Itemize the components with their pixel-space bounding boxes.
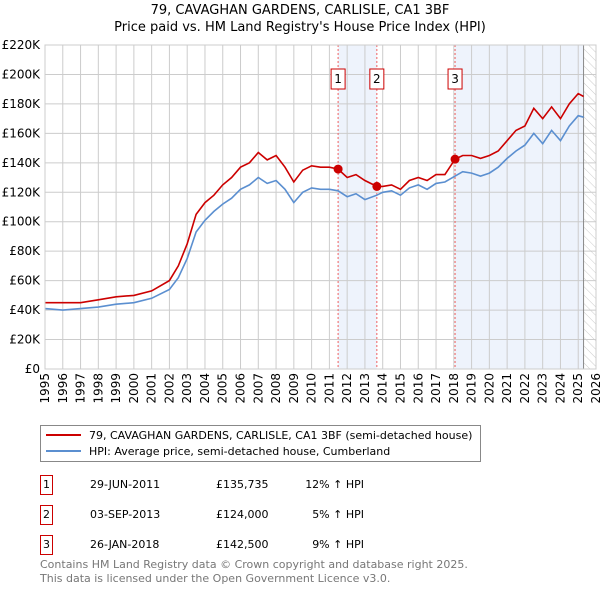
x-tick-label: 2020	[482, 373, 496, 404]
sale-marker-box	[447, 68, 463, 90]
x-tick-label: 2007	[251, 373, 265, 404]
x-tick-label: 2010	[305, 373, 319, 404]
sale-marker-box	[330, 68, 346, 90]
x-tick-label: 2017	[429, 373, 443, 404]
y-tick-label: £200K	[2, 67, 42, 81]
plot-area: £0 £20K £40K £60K £80K £100K £120K £140K £160K £1…	[2, 38, 600, 404]
x-tick-label: 1998	[91, 373, 105, 404]
sale-point	[372, 181, 382, 191]
sale-number-badge: 3	[40, 535, 53, 555]
sale-price: £142,500	[216, 538, 269, 551]
x-tick-label: 2013	[358, 373, 372, 404]
sale-date: 26-JAN-2018	[90, 538, 160, 551]
x-tick-label: 2025	[571, 373, 585, 404]
y-tick-label: £20K	[9, 333, 41, 347]
x-tick-label: 1999	[109, 373, 123, 404]
sale-point	[450, 154, 460, 164]
x-tick-label: 2021	[500, 373, 514, 404]
sale-marker-label: 1	[334, 72, 342, 86]
property-price-line	[45, 92, 584, 304]
legend: 79, CAVAGHAN GARDENS, CARLISLE, CA1 3BF …	[40, 425, 482, 462]
x-tick-label: 1997	[74, 373, 88, 404]
x-tick-label: 2002	[162, 373, 176, 404]
y-tick-label: £180K	[2, 97, 42, 111]
sale-price: £135,735	[216, 478, 269, 491]
forecast-hatch	[583, 45, 596, 369]
x-tick-label: 2009	[287, 373, 301, 404]
sale-hpi-delta: 5% ↑ HPI	[312, 508, 364, 521]
sale-marker-label: 3	[451, 72, 459, 86]
x-tick-label: 2023	[536, 373, 550, 404]
legend-item-hpi: HPI: Average price, semi-detached house,…	[46, 443, 472, 459]
sale-marker-label: 2	[373, 72, 381, 86]
y-tick-label: £120K	[2, 185, 42, 199]
shade-region-3-end	[455, 45, 584, 369]
sale-row: 2 03-SEP-2013 £124,000 5% ↑ HPI	[40, 505, 440, 525]
x-tick-label: 2001	[145, 373, 159, 404]
sale-hpi-delta: 12% ↑ HPI	[305, 478, 364, 491]
x-tick-label: 2006	[234, 373, 248, 404]
hpi-line	[44, 114, 584, 311]
y-tick-label: £160K	[2, 126, 42, 140]
x-tick-label: 2005	[216, 373, 230, 404]
footer-licence: This data is licensed under the Open Gov…	[40, 572, 391, 585]
x-tick-label: 2008	[269, 373, 283, 404]
x-tick-label: 1996	[56, 373, 70, 404]
sale-marker-box	[369, 68, 385, 90]
sale-hpi-delta: 9% ↑ HPI	[312, 538, 364, 551]
sale-date: 29-JUN-2011	[90, 478, 161, 491]
sale-point	[333, 164, 343, 174]
x-tick-label: 2016	[411, 373, 425, 404]
x-tick-label: 2022	[518, 373, 532, 404]
x-tick-label: 2018	[447, 373, 461, 404]
x-tick-label: 2026	[589, 373, 600, 404]
x-tick-label: 2024	[553, 373, 567, 404]
sale-number-badge: 2	[40, 505, 53, 525]
sale-number-badge: 1	[40, 475, 53, 495]
x-tick-label: 2004	[198, 373, 212, 404]
x-tick-label: 2014	[376, 373, 390, 404]
sale-price: £124,000	[216, 508, 269, 521]
x-tick-label: 2012	[340, 373, 354, 404]
chart-title: 79, CAVAGHAN GARDENS, CARLISLE, CA1 3BF	[150, 3, 450, 18]
y-tick-label: £220K	[2, 38, 42, 52]
y-tick-label: £0	[25, 362, 40, 376]
x-tick-label: 2015	[393, 373, 407, 404]
x-tick-label: 2003	[180, 373, 194, 404]
x-tick-label: 2011	[322, 373, 336, 404]
sale-date: 03-SEP-2013	[90, 508, 161, 521]
y-tick-label: £140K	[2, 156, 42, 170]
chart-subtitle: Price paid vs. HM Land Registry's House …	[114, 20, 486, 35]
legend-label-hpi: HPI: Average price, semi-detached house,…	[89, 444, 391, 458]
footer-copyright: Contains HM Land Registry data © Crown c…	[40, 558, 468, 571]
legend-swatch-property	[46, 434, 81, 436]
y-tick-label: £40K	[9, 303, 41, 317]
legend-label-property: 79, CAVAGHAN GARDENS, CARLISLE, CA1 3BF …	[89, 428, 473, 442]
sale-row: 1 29-JUN-2011 £135,735 12% ↑ HPI	[40, 475, 440, 495]
plot-frame	[44, 44, 597, 370]
y-tick-label: £100K	[2, 215, 42, 229]
x-tick-label: 2000	[127, 373, 141, 404]
shade-region-1-2	[338, 45, 377, 369]
legend-swatch-hpi	[46, 450, 81, 452]
x-tick-label: 2019	[465, 373, 479, 404]
sale-row: 3 26-JAN-2018 £142,500 9% ↑ HPI	[40, 535, 440, 555]
y-tick-label: £80K	[9, 244, 41, 258]
x-tick-label: 1995	[38, 373, 52, 404]
legend-item-property: 79, CAVAGHAN GARDENS, CARLISLE, CA1 3BF …	[46, 427, 472, 443]
y-tick-label: £60K	[9, 274, 41, 288]
